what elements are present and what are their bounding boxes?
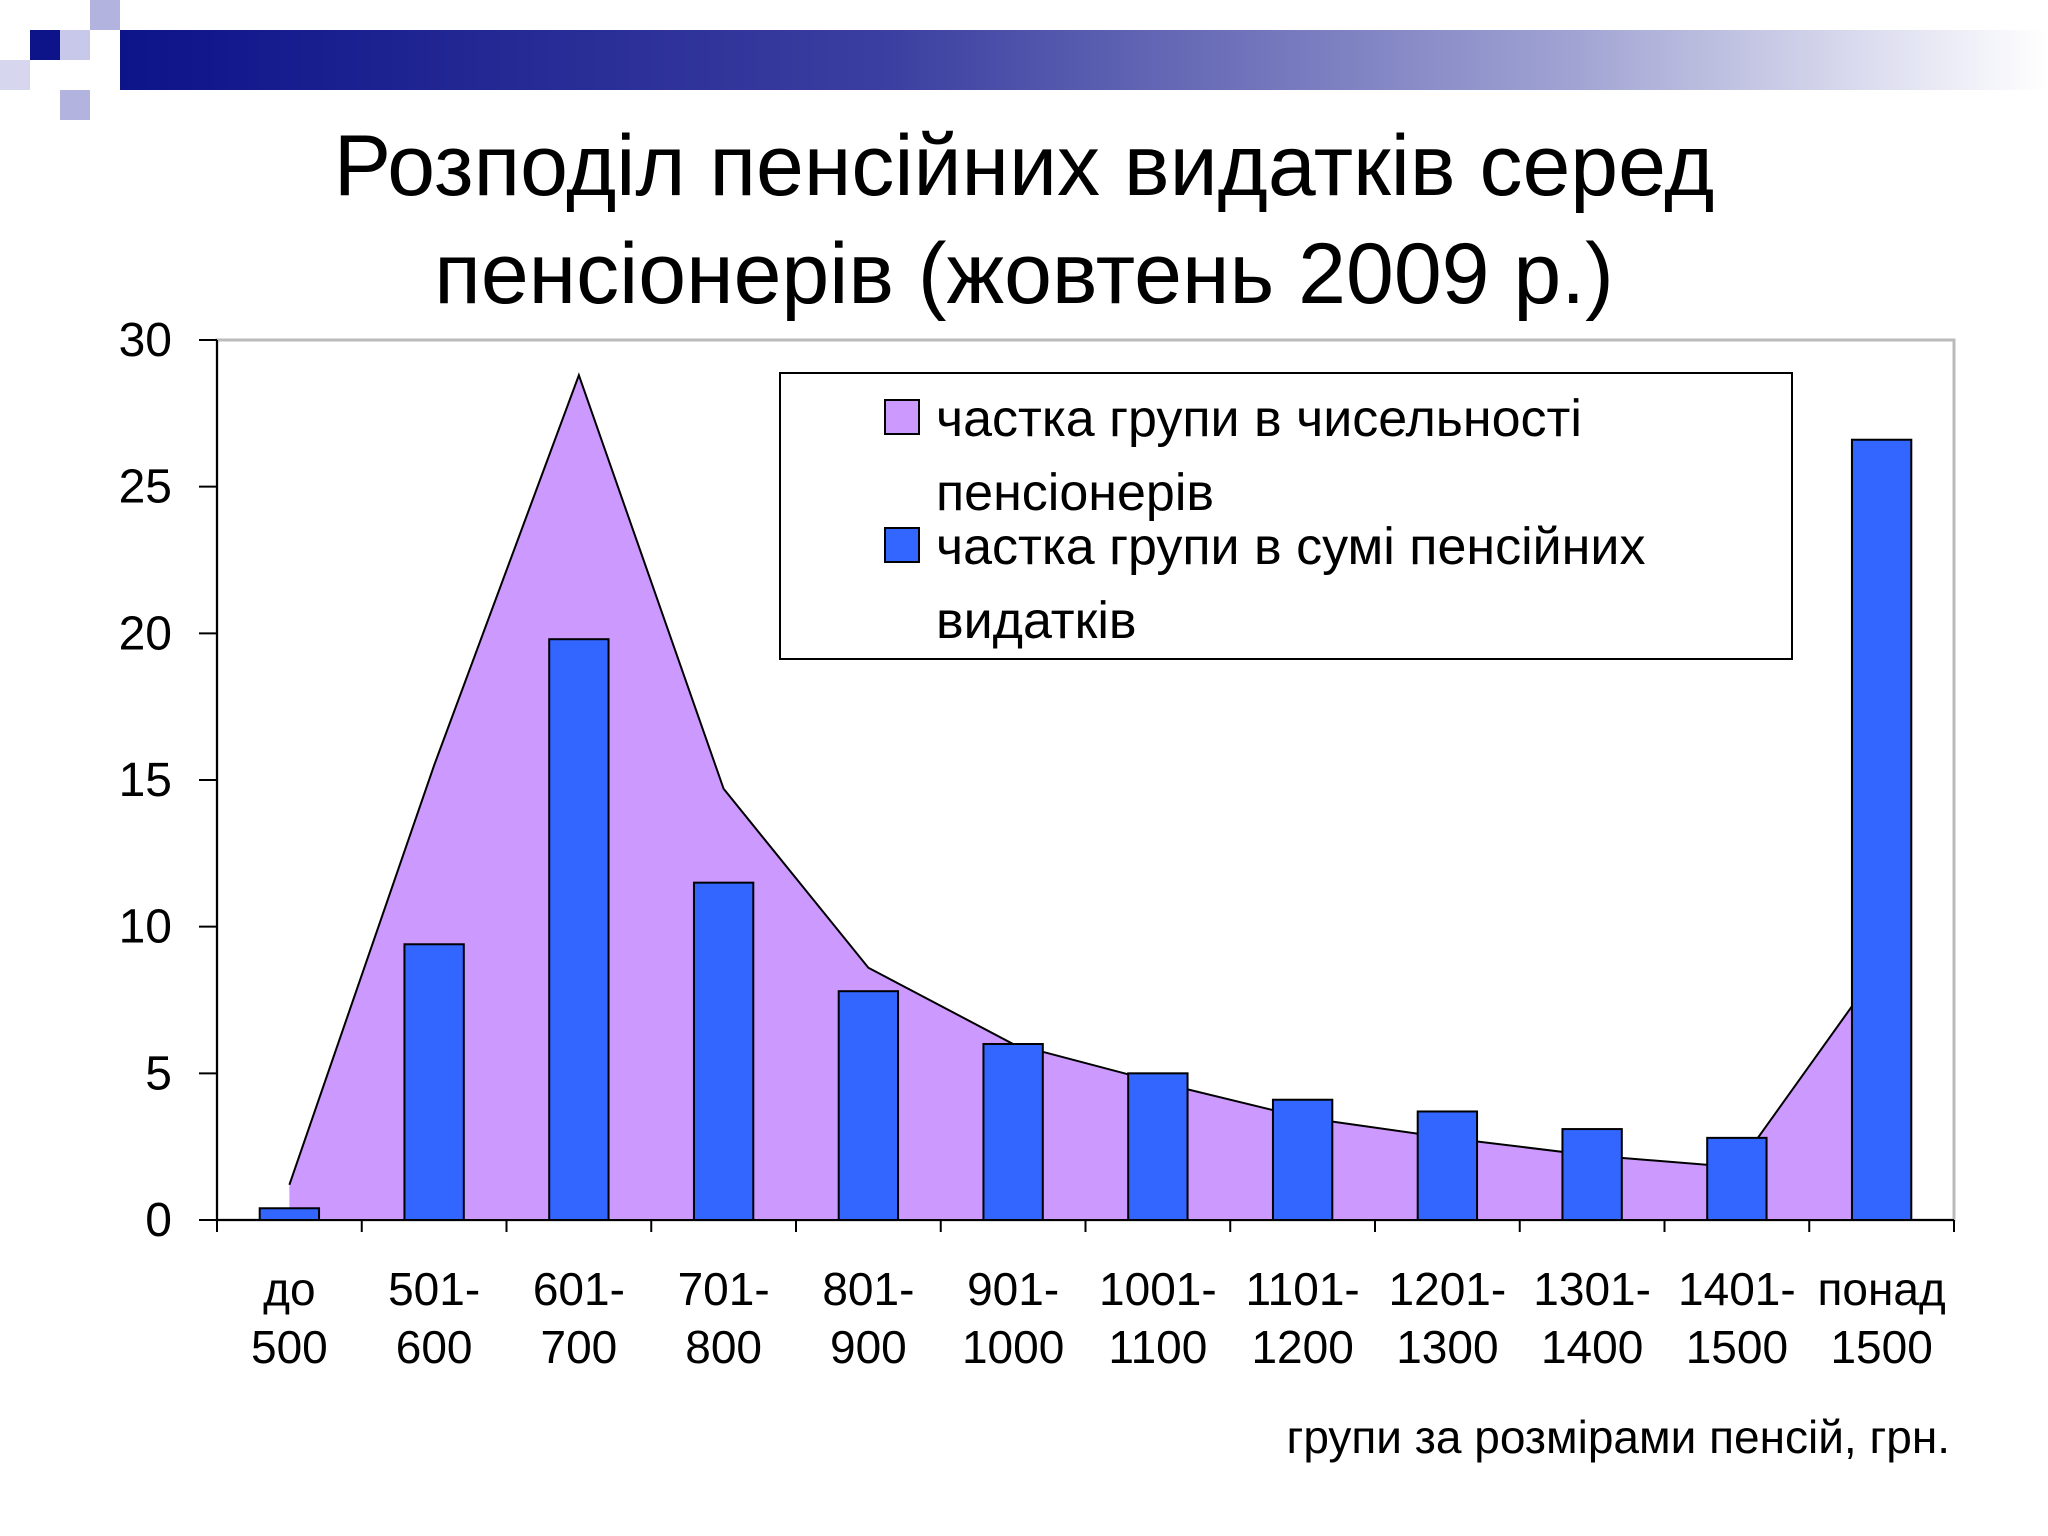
page-title: Розподіл пенсійних видатків серед пенсіо…	[0, 112, 2048, 328]
header-gradient-band	[120, 30, 2048, 90]
bar-8	[1271, 1098, 1334, 1221]
bar-3	[548, 638, 610, 1221]
area-series-fill	[289, 375, 1882, 1220]
x-category-label: 600	[396, 1321, 473, 1373]
x-category-label: 1100	[1108, 1321, 1207, 1373]
x-category-label: 1201-	[1389, 1263, 1507, 1315]
x-category-label: 1000	[962, 1321, 1064, 1373]
x-category-label: 1401-	[1678, 1263, 1796, 1315]
bar-9	[1416, 1110, 1479, 1222]
x-category-label: до	[263, 1263, 315, 1315]
bar-4	[692, 881, 755, 1222]
x-category-label: 1200	[1251, 1321, 1353, 1373]
legend-label-1: частка групи в чисельності	[936, 390, 1582, 448]
y-tick-label: 30	[119, 314, 172, 367]
bar-5	[837, 990, 900, 1222]
x-category-label: 1500	[1686, 1321, 1788, 1373]
decor-square-light	[60, 30, 90, 60]
legend-label-1: пенсіонерів	[936, 464, 1214, 522]
decor-square-light	[0, 60, 30, 90]
bar-2	[403, 943, 465, 1221]
x-category-label: 901-	[967, 1263, 1059, 1315]
x-category-label: 800	[685, 1321, 762, 1373]
legend-swatch-2	[884, 527, 920, 563]
y-tick-label: 0	[145, 1194, 172, 1247]
x-category-label: 801-	[822, 1263, 914, 1315]
y-tick-label: 20	[119, 607, 172, 660]
x-category-label: 601-	[533, 1263, 625, 1315]
x-category-label: 900	[830, 1321, 907, 1373]
bar-12	[1850, 438, 1913, 1221]
bar-6	[982, 1043, 1044, 1221]
x-category-label: 500	[251, 1321, 328, 1373]
title-line-1: Розподіл пенсійних видатків серед	[333, 118, 1715, 214]
x-category-label: 1500	[1830, 1321, 1932, 1373]
y-tick-label: 15	[119, 754, 172, 807]
x-category-label: 1300	[1396, 1321, 1498, 1373]
x-axis-title: групи за розмірами пенсій, грн.	[1287, 1411, 1950, 1463]
bar-7	[1127, 1072, 1189, 1222]
x-category-label: 1101-	[1246, 1263, 1360, 1315]
x-category-label: 700	[541, 1321, 618, 1373]
y-tick-label: 10	[119, 901, 172, 954]
legend-label-2: видатків	[936, 592, 1137, 650]
x-category-label: понад	[1817, 1263, 1945, 1315]
x-category-label: 1400	[1541, 1321, 1643, 1373]
legend-box	[779, 372, 1793, 660]
x-category-label: 701-	[678, 1263, 770, 1315]
y-tick-label: 5	[145, 1047, 172, 1100]
x-category-label: 1001-	[1099, 1263, 1217, 1315]
x-category-label: 501-	[388, 1263, 480, 1315]
decor-square-light	[90, 0, 120, 30]
legend-label-2: частка групи в сумі пенсійних	[936, 518, 1645, 576]
y-tick-label: 25	[119, 461, 172, 514]
legend-swatch-1	[884, 399, 920, 435]
bar-1	[258, 1207, 321, 1222]
title-line-2: пенсіонерів (жовтень 2009 р.)	[434, 226, 1614, 322]
x-category-label: 1301-	[1533, 1263, 1651, 1315]
bar-10	[1561, 1128, 1623, 1221]
decor-square-light	[60, 90, 90, 120]
decor-square-dark	[30, 30, 60, 60]
bar-11	[1706, 1136, 1768, 1222]
